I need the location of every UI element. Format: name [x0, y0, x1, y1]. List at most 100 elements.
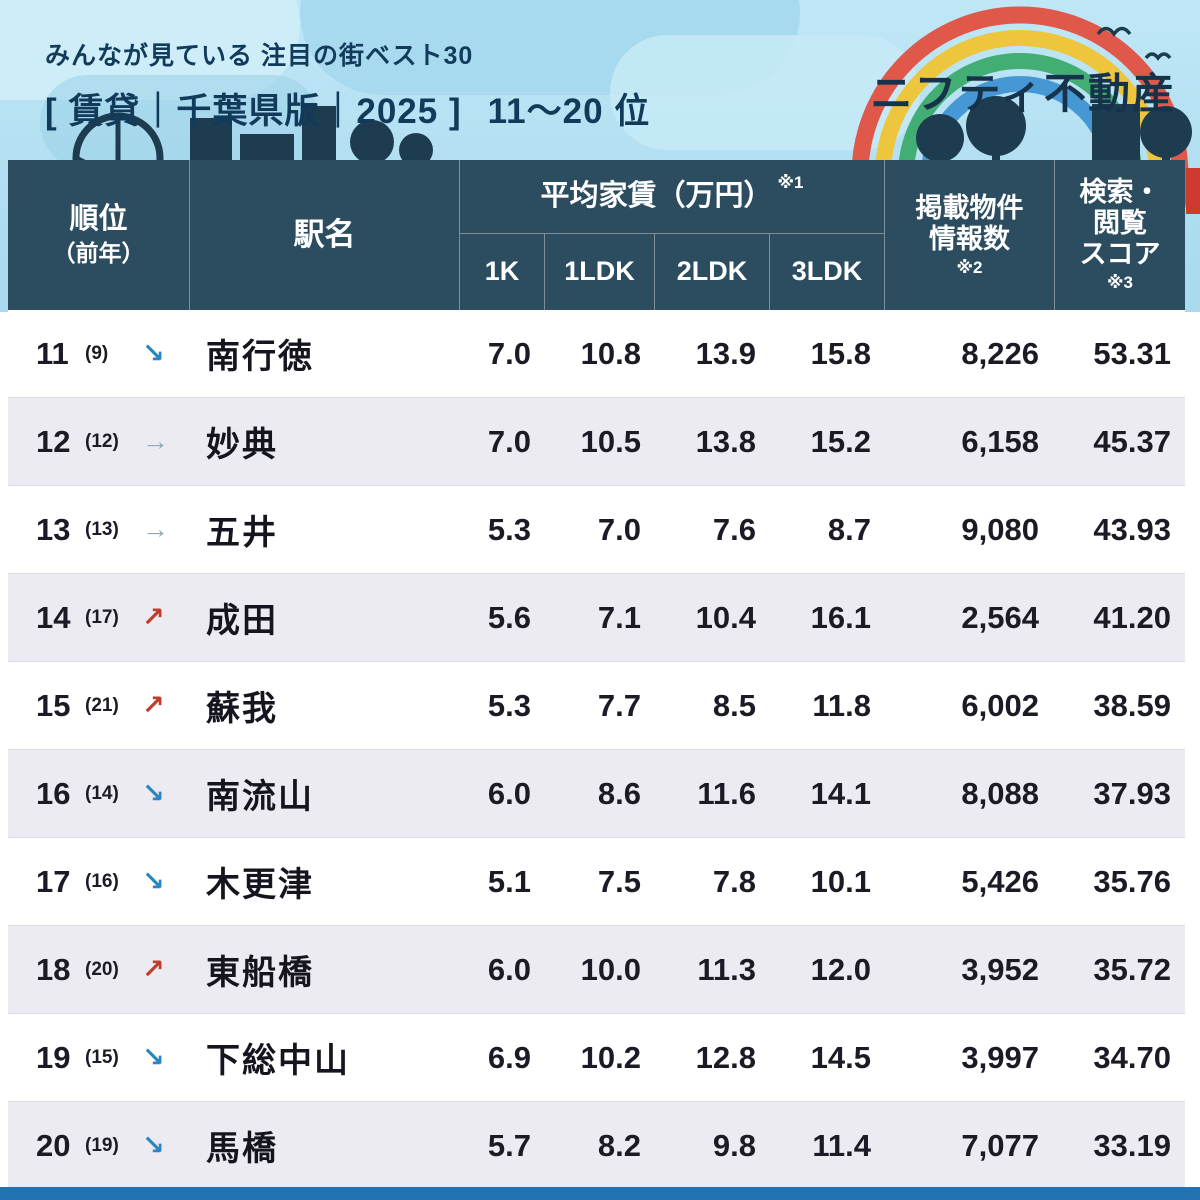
score-note: ※3 — [1107, 273, 1133, 293]
rent-1ldk-value: 7.1 — [597, 599, 641, 635]
listings-count: 5,426 — [961, 863, 1039, 899]
column-header-rank: 順位 （前年） — [8, 160, 190, 310]
page-subtitle: みんなが見ている 注目の街ベスト30 — [45, 42, 474, 70]
rank-number: 14 — [36, 599, 71, 635]
score-value: 35.72 — [1093, 951, 1171, 987]
listings-count: 9,080 — [961, 511, 1039, 547]
listings-count: 7,077 — [961, 1127, 1039, 1163]
table-row: 19 (15) ↘ 下総中山 6.9 10.2 12.8 14.5 3,997 … — [8, 1014, 1185, 1102]
column-header-listings: 掲載物件 情報数 ※2 — [885, 160, 1055, 310]
rank-cell: 12 (12) → — [8, 398, 190, 485]
rent-3ldk-value: 11.4 — [812, 1127, 871, 1163]
station-name: 馬橋 — [206, 1130, 278, 1168]
rank-number: 12 — [36, 423, 71, 459]
table-row: 17 (16) ↘ 木更津 5.1 7.5 7.8 10.1 5,426 35.… — [8, 838, 1185, 926]
listings-count: 6,158 — [961, 423, 1039, 459]
rank-cell: 18 (20) ↗ — [8, 926, 190, 1013]
column-header-rent-group: 平均家賃（万円） ※1 — [460, 160, 885, 234]
score-value: 34.70 — [1093, 1039, 1171, 1075]
tree-icon — [916, 114, 964, 162]
rent-3ldk-value: 15.8 — [810, 335, 871, 371]
tree-icon — [966, 96, 1026, 156]
rank-previous-year: (15) — [85, 1046, 119, 1068]
rent-1ldk-value: 8.6 — [597, 775, 641, 811]
table-row: 20 (19) ↘ 馬橋 5.7 8.2 9.8 11.4 7,077 33.1… — [8, 1102, 1185, 1190]
trend-arrow-icon: ↘ — [142, 1130, 165, 1160]
rent-1ldk-value: 8.2 — [597, 1127, 641, 1163]
rent-1k-value: 6.9 — [487, 1039, 531, 1075]
table-row: 12 (12) → 妙典 7.0 10.5 13.8 15.2 6,158 45… — [8, 398, 1185, 486]
table-row: 15 (21) ↗ 蘇我 5.3 7.7 8.5 11.8 6,002 38.5… — [8, 662, 1185, 750]
rent-1k-value: 6.0 — [487, 951, 531, 987]
score-header-line1: 検索・ — [1079, 177, 1161, 208]
station-name: 南行徳 — [206, 338, 314, 376]
score-value: 38.59 — [1093, 687, 1171, 723]
rank-previous-year: (9) — [85, 342, 109, 364]
rank-previous-year: (14) — [85, 782, 119, 804]
listings-count: 6,002 — [961, 687, 1039, 723]
brand-logo: ニフティ不動産 — [870, 70, 1176, 117]
rent-1k-value: 5.3 — [487, 687, 531, 723]
rent-1k-value: 5.1 — [487, 863, 531, 899]
rent-3ldk-value: 16.1 — [810, 599, 871, 635]
trend-arrow-icon: ↘ — [142, 866, 165, 896]
rank-cell: 16 (14) ↘ — [8, 750, 190, 837]
decor-red-shape — [1186, 168, 1200, 214]
rank-previous-year: (21) — [85, 694, 119, 716]
score-value: 41.20 — [1093, 599, 1171, 635]
rank-cell: 15 (21) ↗ — [8, 662, 190, 749]
station-name: 木更津 — [206, 866, 314, 904]
station-name: 成田 — [206, 602, 278, 640]
rent-2ldk-value: 8.5 — [712, 687, 756, 723]
rent-1ldk-value: 7.0 — [597, 511, 641, 547]
rent-2ldk-value: 13.9 — [695, 335, 756, 371]
table-header: 順位 （前年） 駅名 平均家賃（万円） ※1 1K 1LDK 2LDK 3LDK… — [8, 160, 1185, 310]
rent-3ldk-value: 11.8 — [812, 687, 871, 723]
rent-1ldk-value: 10.0 — [580, 951, 641, 987]
rent-3ldk-value: 14.1 — [810, 775, 871, 811]
station-name: 五井 — [206, 514, 278, 552]
column-header-3ldk: 3LDK — [770, 234, 885, 310]
score-header-line3: スコア — [1079, 239, 1161, 270]
rank-cell: 19 (15) ↘ — [8, 1014, 190, 1101]
score-value: 53.31 — [1093, 335, 1171, 371]
rent-1ldk-value: 7.7 — [597, 687, 641, 723]
rank-cell: 11 (9) ↘ — [8, 310, 190, 397]
rank-number: 20 — [36, 1127, 71, 1163]
rent-3ldk-value: 14.5 — [810, 1039, 871, 1075]
tree-icon — [350, 120, 394, 164]
rent-1k-value: 6.0 — [487, 775, 531, 811]
rent-1k-value: 5.7 — [487, 1127, 531, 1163]
station-name: 東船橋 — [206, 954, 314, 992]
rent-2ldk-value: 12.8 — [695, 1039, 756, 1075]
table-body: 11 (9) ↘ 南行徳 7.0 10.8 13.9 15.8 8,226 53… — [8, 310, 1185, 1190]
rent-2ldk-value: 7.8 — [712, 863, 756, 899]
column-header-2ldk: 2LDK — [655, 234, 770, 310]
ranking-table: 順位 （前年） 駅名 平均家賃（万円） ※1 1K 1LDK 2LDK 3LDK… — [8, 160, 1185, 1190]
rank-number: 11 — [36, 335, 69, 371]
title-bracket: [ 賃貸｜千葉県版｜2025 ] — [45, 92, 462, 131]
table-row: 13 (13) → 五井 5.3 7.0 7.6 8.7 9,080 43.93 — [8, 486, 1185, 574]
rank-previous-year: (17) — [85, 606, 119, 628]
score-value: 33.19 — [1093, 1127, 1171, 1163]
rank-previous-year: (12) — [85, 430, 119, 452]
listings-note: ※2 — [956, 257, 983, 277]
score-value: 37.93 — [1093, 775, 1171, 811]
listings-header-line1: 掲載物件 — [915, 192, 1024, 223]
rent-2ldk-value: 11.3 — [697, 951, 756, 987]
trend-arrow-icon: → — [142, 514, 169, 544]
rent-3ldk-value: 12.0 — [810, 951, 871, 987]
header-titles: みんなが見ている 注目の街ベスト30 [ 賃貸｜千葉県版｜2025 ] 11〜20… — [45, 36, 650, 134]
rank-number: 17 — [36, 863, 71, 899]
station-name: 下総中山 — [206, 1042, 350, 1080]
rent-1k-value: 7.0 — [487, 423, 531, 459]
rent-3ldk-value: 8.7 — [827, 511, 871, 547]
rank-number: 15 — [36, 687, 71, 723]
rank-number: 18 — [36, 951, 71, 987]
rank-cell: 17 (16) ↘ — [8, 838, 190, 925]
station-name: 蘇我 — [206, 690, 278, 728]
rank-cell: 20 (19) ↘ — [8, 1102, 190, 1189]
title-rank-range: 11〜20 位 — [487, 92, 651, 131]
listings-count: 2,564 — [961, 599, 1039, 635]
tree-icon — [1140, 106, 1192, 158]
